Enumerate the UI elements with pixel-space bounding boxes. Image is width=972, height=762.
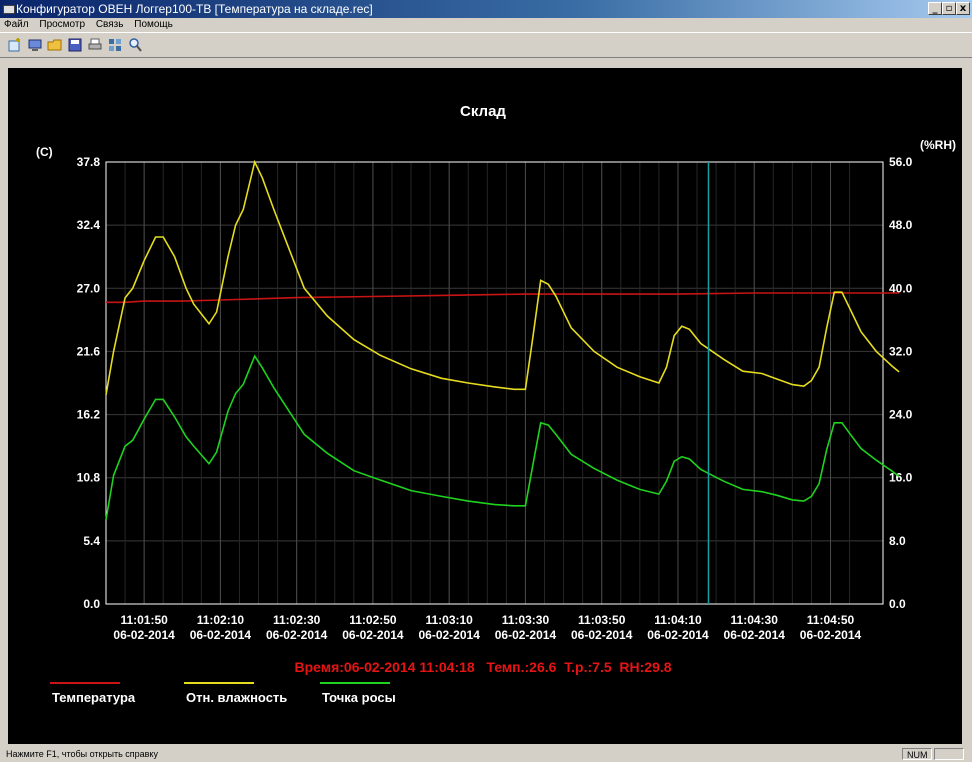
menu-help[interactable]: Помощь xyxy=(134,19,173,30)
grid xyxy=(105,161,884,605)
menu-file[interactable]: Файл xyxy=(4,19,29,30)
y-tick-label-left: 0.0 xyxy=(83,597,100,611)
status-bar: Нажмите F1, чтобы открыть справку NUM xyxy=(0,746,972,762)
restore-button[interactable]: ▫ xyxy=(942,2,956,15)
series-line-1 xyxy=(105,159,900,395)
open-folder-icon xyxy=(47,39,62,51)
x-tick-time: 11:04:30 xyxy=(731,613,779,627)
y-tick-label-left: 27.0 xyxy=(77,281,101,295)
status-panel-empty xyxy=(934,748,964,760)
x-tick-date: 06-02-2014 xyxy=(495,628,557,642)
window-title: Конфигуратор ОВЕН Логгер100-ТВ [Температ… xyxy=(16,2,373,16)
y-tick-label-right: 48.0 xyxy=(889,218,913,232)
minimize-button[interactable]: _ xyxy=(928,2,942,15)
x-tick-time: 11:01:50 xyxy=(120,613,168,627)
y-tick-label-left: 32.4 xyxy=(77,218,101,232)
new-button[interactable] xyxy=(6,36,24,54)
x-tick-time: 11:03:30 xyxy=(502,613,550,627)
x-tick-date: 06-02-2014 xyxy=(724,628,786,642)
legend-label: Отн. влажность xyxy=(186,690,287,705)
grid-icon xyxy=(109,39,121,51)
y-axis-label-right: (%RH) xyxy=(920,138,956,152)
legend-label: Температура xyxy=(52,690,136,705)
title-bar: Конфигуратор ОВЕН Логгер100-ТВ [Температ… xyxy=(0,0,972,18)
x-tick-date: 06-02-2014 xyxy=(266,628,328,642)
x-tick-date: 06-02-2014 xyxy=(647,628,709,642)
y-tick-label-left: 16.2 xyxy=(77,408,101,422)
y-axis-label-left: (C) xyxy=(36,145,53,159)
series-line-0 xyxy=(106,292,900,304)
zoom-button[interactable] xyxy=(126,36,144,54)
y-tick-label-right: 40.0 xyxy=(889,281,913,295)
status-text: Нажмите F1, чтобы открыть справку xyxy=(6,749,158,759)
axis-ticks: 0.0 5.4 10.8 16.2 21.6 27.0 32.4 37.8 0.0 8.0 16.0… xyxy=(77,155,913,642)
series-line-2 xyxy=(105,354,900,520)
save-button[interactable] xyxy=(66,36,84,54)
x-tick-time: 11:04:50 xyxy=(807,613,855,627)
x-tick-time: 11:02:30 xyxy=(273,613,321,627)
x-tick-date: 06-02-2014 xyxy=(342,628,404,642)
print-icon xyxy=(88,38,102,50)
chart[interactable]: Склад (C) (%RH) 0.0 5.4 10.8 16.2 21.6 27.0 32… xyxy=(8,68,962,744)
x-tick-time: 11:02:10 xyxy=(197,613,245,627)
y-tick-label-left: 21.6 xyxy=(77,344,101,358)
x-tick-date: 06-02-2014 xyxy=(800,628,862,642)
x-tick-date: 06-02-2014 xyxy=(113,628,175,642)
x-tick-time: 11:02:50 xyxy=(349,613,397,627)
new-icon xyxy=(8,38,20,52)
y-tick-label-right: 8.0 xyxy=(889,534,906,548)
print-button[interactable] xyxy=(86,36,104,54)
toolbar xyxy=(0,32,972,58)
num-lock-indicator: NUM xyxy=(902,748,932,760)
close-button[interactable]: x xyxy=(956,2,970,15)
monitor-button[interactable] xyxy=(26,36,44,54)
y-tick-label-left: 10.8 xyxy=(77,471,101,485)
y-tick-label-left: 5.4 xyxy=(83,534,100,548)
y-tick-label-right: 24.0 xyxy=(889,408,913,422)
chart-title: Склад xyxy=(460,103,506,120)
x-tick-date: 06-02-2014 xyxy=(190,628,252,642)
y-tick-label-right: 56.0 xyxy=(889,155,913,169)
zoom-icon xyxy=(129,38,142,52)
y-tick-label-left: 37.8 xyxy=(77,155,101,169)
menu-view[interactable]: Просмотр xyxy=(39,19,86,30)
menu-connection[interactable]: Связь xyxy=(95,19,124,30)
x-tick-time: 11:04:10 xyxy=(654,613,702,627)
cursor-readout: Время:06-02-2014 11:04:18 Темп.:26.6 Т.р… xyxy=(294,659,671,675)
x-tick-date: 06-02-2014 xyxy=(571,628,633,642)
y-tick-label-right: 0.0 xyxy=(889,597,906,611)
x-tick-time: 11:03:10 xyxy=(425,613,473,627)
legend: Температура Отн. влажность Точка росы xyxy=(50,682,396,705)
x-tick-date: 06-02-2014 xyxy=(418,628,480,642)
open-button[interactable] xyxy=(46,36,64,54)
series-lines xyxy=(105,159,900,520)
chart-panel: Склад (C) (%RH) 0.0 5.4 10.8 16.2 21.6 27.0 32… xyxy=(8,68,962,744)
window-controls: _ ▫ x xyxy=(928,2,970,15)
monitor-icon xyxy=(28,39,42,51)
menu-bar: Файл Просмотр Связь Помощь xyxy=(0,18,972,32)
plot-frame xyxy=(105,161,884,605)
y-tick-label-right: 16.0 xyxy=(889,471,913,485)
app-icon xyxy=(3,5,15,14)
x-tick-time: 11:03:50 xyxy=(578,613,626,627)
legend-label: Точка росы xyxy=(322,690,396,705)
y-tick-label-right: 32.0 xyxy=(889,344,913,358)
grid-button[interactable] xyxy=(106,36,124,54)
save-icon xyxy=(68,38,82,52)
